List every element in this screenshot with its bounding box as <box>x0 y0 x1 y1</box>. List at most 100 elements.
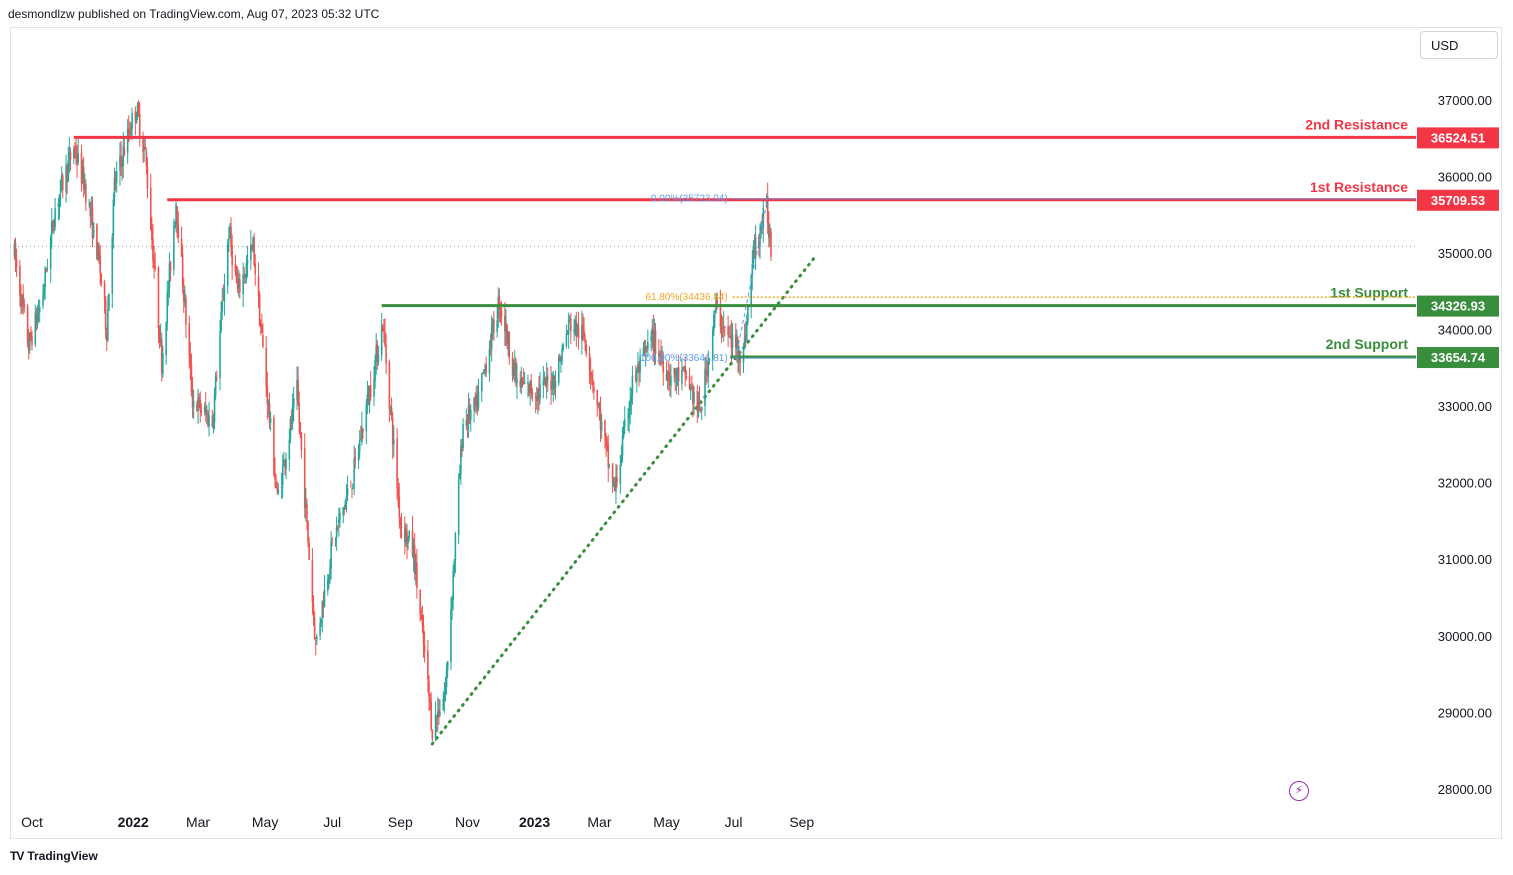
candle-body <box>280 486 283 489</box>
candle-body <box>92 222 95 238</box>
candle-body <box>420 614 423 620</box>
candle-body <box>146 166 149 189</box>
candle-body <box>761 226 763 229</box>
candle-body <box>506 325 508 344</box>
candle-body <box>570 318 572 332</box>
candle-body <box>198 396 200 400</box>
candle-body <box>96 224 98 260</box>
candle-body <box>354 456 357 459</box>
candle-body <box>312 603 315 617</box>
resistance-price-tag <box>1417 189 1499 211</box>
ascending-trendline <box>430 252 819 746</box>
candle-body <box>308 543 310 560</box>
candle-body <box>450 609 452 663</box>
candle-body <box>639 356 641 373</box>
candle-body <box>615 476 617 492</box>
lightning-icon[interactable]: ⚡ <box>1289 781 1309 801</box>
candle-body <box>160 339 163 373</box>
candle-body <box>644 345 647 354</box>
candle-body <box>235 272 238 284</box>
candle-body <box>627 417 629 419</box>
candle-body <box>49 236 52 269</box>
candle-body <box>688 376 691 389</box>
candle-body <box>553 376 556 390</box>
candle-body <box>534 396 537 399</box>
candle-body <box>321 600 324 619</box>
candle-body <box>681 369 683 384</box>
candle-body <box>250 244 252 260</box>
candle-body <box>35 313 38 325</box>
candle-body <box>19 265 21 296</box>
x-tick-label: Jul <box>725 814 743 830</box>
candle-body <box>762 207 765 229</box>
candle-body <box>281 465 284 486</box>
candle-body <box>26 306 29 343</box>
candle-body <box>408 531 410 538</box>
candle-body <box>605 435 607 443</box>
candle-body <box>137 102 140 116</box>
candle-body <box>652 329 655 352</box>
candle-body <box>560 362 562 364</box>
candle-body <box>204 406 207 414</box>
candle-body <box>350 486 352 488</box>
candle-body <box>127 128 130 134</box>
candle-body <box>720 326 723 330</box>
candle-body <box>157 267 160 329</box>
candle-body <box>427 650 429 680</box>
candle-body <box>13 243 16 257</box>
fib-level-label: 0.00%(35723.04) <box>651 194 728 205</box>
currency-selector[interactable]: USD <box>1420 31 1498 59</box>
candle-body <box>236 281 239 289</box>
candle-body <box>519 379 522 387</box>
candle-body <box>374 359 376 381</box>
candle-body <box>72 149 75 158</box>
candle-body <box>647 341 649 350</box>
candle-body <box>268 403 271 423</box>
candle-body <box>91 208 94 239</box>
candle-body <box>522 381 525 385</box>
candle-body <box>711 330 714 360</box>
candle-body <box>105 331 108 341</box>
candle-body <box>121 161 123 167</box>
candle-body <box>429 698 431 703</box>
candle-body <box>653 331 656 353</box>
candle-body <box>252 238 254 249</box>
candle-body <box>335 526 338 539</box>
candle-body <box>190 364 193 392</box>
candle-body <box>744 334 747 340</box>
candle-body <box>596 389 599 405</box>
candle-body <box>74 147 76 150</box>
candle-body <box>444 689 447 694</box>
candle-body <box>111 236 114 295</box>
candle-body <box>266 385 269 405</box>
candle-body <box>530 381 533 395</box>
candle-body <box>243 276 246 278</box>
candle-body <box>81 166 84 182</box>
candle-body <box>57 203 60 207</box>
tradingview-footer[interactable]: TV TradingView <box>10 849 98 863</box>
candle-body <box>743 336 746 350</box>
candle-body <box>700 406 703 411</box>
candle-body <box>689 385 692 389</box>
x-tick-label: Sep <box>789 814 814 830</box>
candle-body <box>251 245 253 247</box>
candle-body <box>199 399 202 412</box>
candle-body <box>76 160 78 164</box>
candle-body <box>162 353 164 375</box>
candle-body <box>22 294 24 306</box>
candle-body <box>407 536 409 544</box>
candle-body <box>385 345 387 364</box>
candle-body <box>220 311 222 332</box>
candle-body <box>445 669 448 687</box>
candle-body <box>59 179 62 194</box>
candle-body <box>423 645 426 652</box>
candle-body <box>296 380 298 400</box>
candle-body <box>126 128 129 153</box>
candle-body <box>351 488 353 490</box>
candle-body <box>475 395 478 405</box>
resistance-price-value: 36524.51 <box>1431 130 1485 145</box>
candle-body <box>313 617 316 639</box>
candle-body <box>100 273 103 284</box>
support-level-label: 2nd Support <box>1326 336 1409 352</box>
